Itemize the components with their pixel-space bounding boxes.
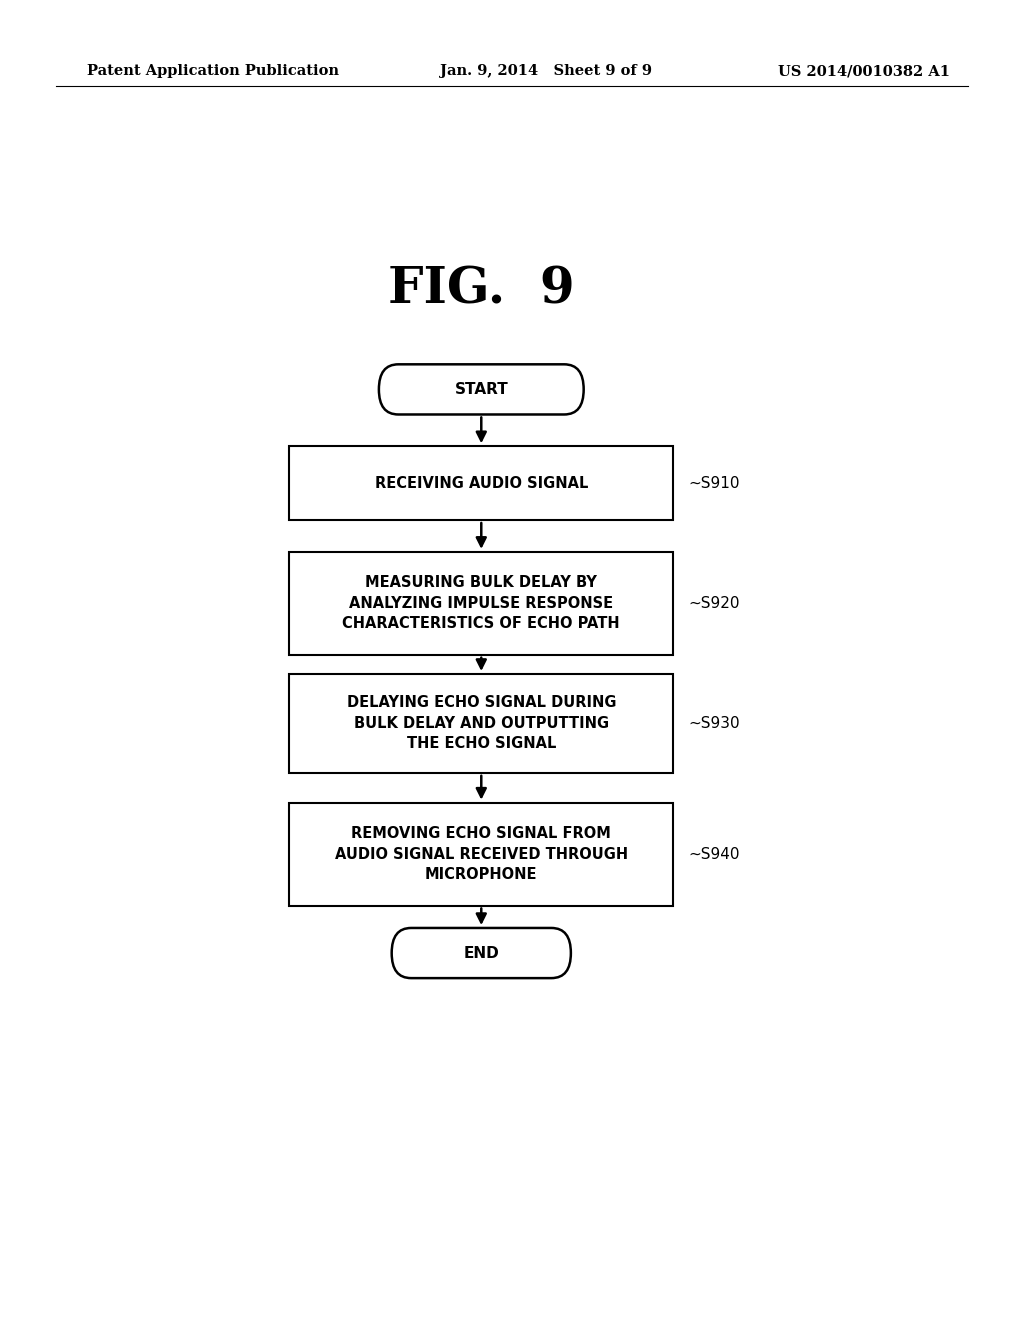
Text: ~S910: ~S910 bbox=[688, 475, 739, 491]
FancyBboxPatch shape bbox=[391, 928, 570, 978]
Text: US 2014/0010382 A1: US 2014/0010382 A1 bbox=[778, 65, 950, 78]
Text: FIG.  9: FIG. 9 bbox=[388, 265, 574, 315]
Text: ~S940: ~S940 bbox=[688, 846, 739, 862]
Text: ~S920: ~S920 bbox=[688, 595, 739, 611]
Text: RECEIVING AUDIO SIGNAL: RECEIVING AUDIO SIGNAL bbox=[375, 475, 588, 491]
Text: DELAYING ECHO SIGNAL DURING
BULK DELAY AND OUTPUTTING
THE ECHO SIGNAL: DELAYING ECHO SIGNAL DURING BULK DELAY A… bbox=[346, 696, 616, 751]
Text: Patent Application Publication: Patent Application Publication bbox=[87, 65, 339, 78]
Text: MEASURING BULK DELAY BY
ANALYZING IMPULSE RESPONSE
CHARACTERISTICS OF ECHO PATH: MEASURING BULK DELAY BY ANALYZING IMPULS… bbox=[342, 576, 621, 631]
Bar bbox=[289, 552, 674, 655]
Text: START: START bbox=[455, 381, 508, 397]
Bar bbox=[289, 803, 674, 906]
Text: Jan. 9, 2014   Sheet 9 of 9: Jan. 9, 2014 Sheet 9 of 9 bbox=[440, 65, 652, 78]
Bar bbox=[289, 673, 674, 772]
Text: REMOVING ECHO SIGNAL FROM
AUDIO SIGNAL RECEIVED THROUGH
MICROPHONE: REMOVING ECHO SIGNAL FROM AUDIO SIGNAL R… bbox=[335, 826, 628, 882]
FancyBboxPatch shape bbox=[379, 364, 584, 414]
Text: ~S930: ~S930 bbox=[688, 715, 739, 731]
Text: END: END bbox=[464, 945, 499, 961]
Bar bbox=[289, 446, 674, 520]
